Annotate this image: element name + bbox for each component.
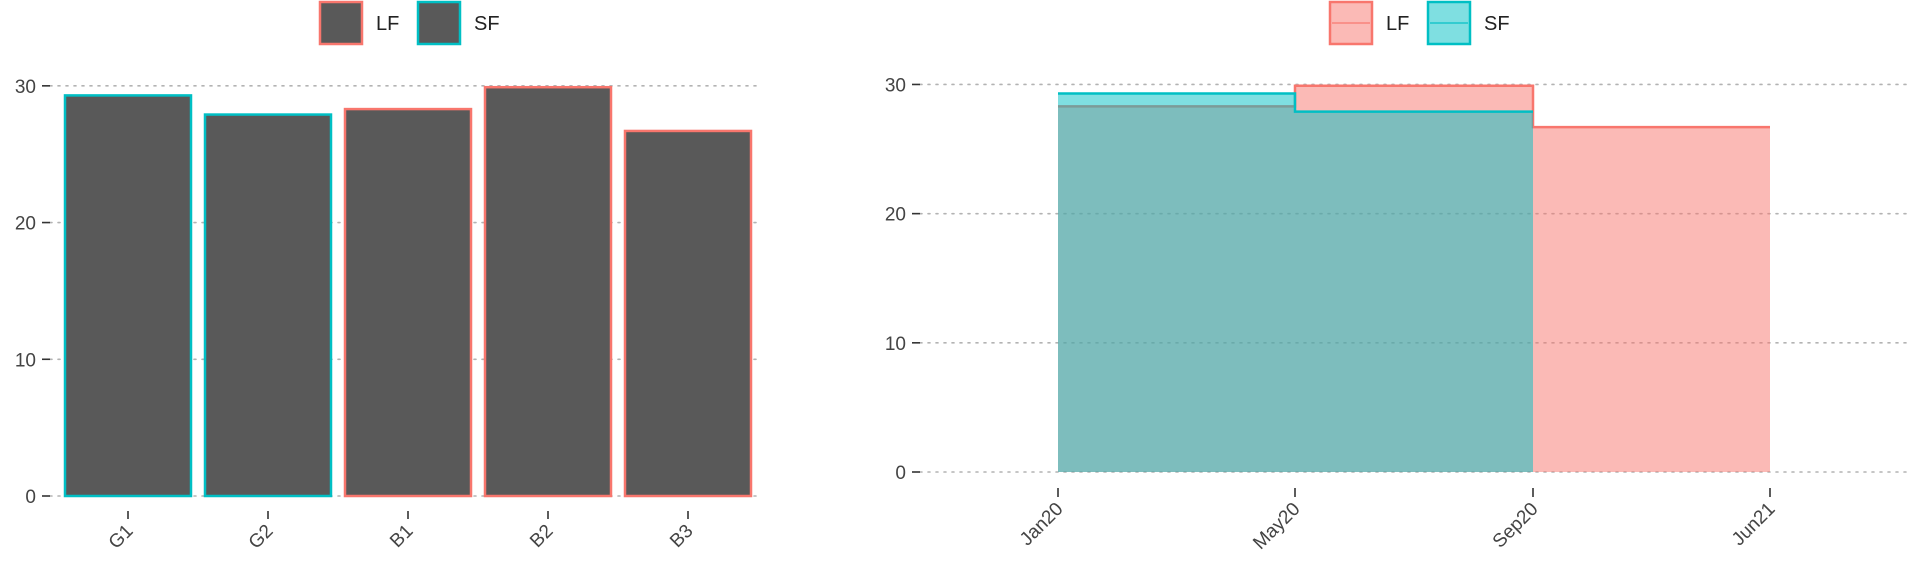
y-tick-label: 0 [895, 463, 906, 484]
bar-chart-bars [63, 85, 753, 498]
legend-key-sf [416, 0, 462, 46]
x-tick-label: Jan20 [1016, 499, 1067, 550]
y-tick-label: 20 [15, 214, 36, 235]
y-tick-label: 20 [885, 205, 906, 226]
x-tick-label: G2 [245, 521, 278, 554]
bar-b3 [623, 129, 753, 498]
step-area-legend: LF SF [1328, 0, 1510, 46]
x-tick-label: G1 [105, 521, 138, 554]
area-sf [1058, 93, 1533, 472]
y-tick-label: 10 [15, 350, 36, 371]
step-area-chart: LF SF 0 10 20 30 Jan20 May20 Sep20 Jun21 [885, 0, 1911, 554]
x-tick-label: Jun21 [1728, 499, 1779, 550]
bar-chart: LF SF 0 10 20 30 G1 G2 B1 B2 B3 [15, 0, 761, 553]
x-tick-label: Sep20 [1489, 499, 1543, 553]
bar-g1 [63, 94, 193, 498]
y-tick-label: 10 [885, 334, 906, 355]
y-tick-label: 30 [885, 75, 906, 96]
legend-label-sf: SF [1484, 13, 1510, 35]
x-tick-label: May20 [1249, 499, 1304, 554]
bar-b1 [343, 107, 473, 498]
bar-chart-legend: LF SF [318, 0, 500, 46]
legend-label-sf: SF [474, 13, 500, 35]
bar-chart-x-axis: G1 G2 B1 B2 B3 [105, 511, 698, 553]
x-tick-label: B1 [386, 521, 417, 552]
x-tick-label: B3 [666, 521, 697, 552]
step-area-x-axis: Jan20 May20 Sep20 Jun21 [1016, 488, 1780, 554]
area-line-sf [1058, 92, 1533, 113]
step-area-y-axis: 0 10 20 30 [885, 75, 920, 484]
legend-label-lf: LF [1386, 13, 1409, 35]
legend-key-lf [318, 0, 364, 46]
bar-b2 [483, 85, 613, 498]
y-tick-label: 0 [25, 487, 36, 508]
legend-label-lf: LF [376, 13, 399, 35]
bar-chart-y-axis: 0 10 20 30 [15, 77, 50, 508]
x-tick-label: B2 [526, 521, 557, 552]
y-tick-label: 30 [15, 77, 36, 98]
step-area-series [1058, 84, 1770, 472]
bar-g2 [203, 113, 333, 498]
